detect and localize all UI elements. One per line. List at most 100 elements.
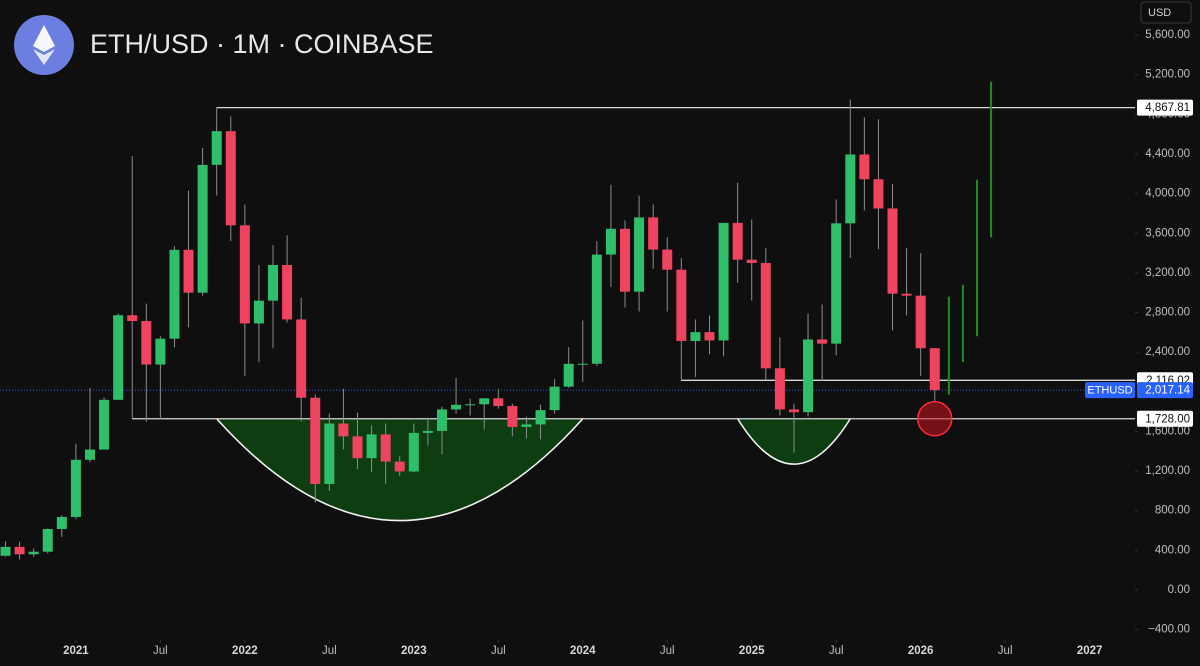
candle-body [310,397,321,484]
symbol-box [1085,382,1135,399]
chart-title: ETH/USD · 1M · COINBASE [90,29,434,59]
candle-body [99,399,110,450]
candle-body [873,179,884,209]
candle-body [436,409,447,431]
candle-body [901,293,912,296]
candle-body [648,217,659,250]
candles [0,81,993,560]
x-tick-label: 2027 [1077,645,1103,657]
x-tick-label: 2023 [401,645,427,657]
x-tick-label: Jul [491,645,506,657]
candle-body [282,264,293,320]
candle-body [324,423,335,484]
candle-body [42,529,53,552]
y-tick-label: 5,200.00 [1145,69,1190,81]
level-label: 1,728.00 [1145,413,1190,425]
candle-body [380,434,391,462]
level-label-box [1137,99,1193,116]
candle-body [253,300,264,324]
y-tick-label: 2,800.00 [1145,307,1190,319]
x-tick-label: Jul [153,645,168,657]
y-tick-label: 2,400.00 [1145,346,1190,358]
candle-body [197,164,208,293]
x-tick-label: Jul [829,645,844,657]
symbol-label: ETHUSD [1087,384,1132,396]
cup-outline [736,418,851,465]
candle-body [620,228,631,292]
candle-body [746,259,757,263]
candle-body [577,363,588,365]
candle-body [718,222,729,341]
candle-body [451,404,462,410]
y-tick-label: 0.00 [1168,584,1190,596]
x-tick-label: Jul [998,645,1013,657]
x-tick-label: 2026 [908,645,934,657]
candle-body [0,546,11,556]
candle-body [465,404,476,406]
y-tick-label: 1,200.00 [1145,465,1190,477]
candle-body [127,315,138,322]
axes: 5,600.005,200.004,800.004,400.004,000.00… [63,29,1193,657]
logo-eth [33,25,55,52]
candle-body [408,432,419,472]
candle-body [676,269,687,341]
x-tick-label: 2022 [232,645,258,657]
candle-body [422,430,433,433]
x-tick-label: Jul [660,645,675,657]
y-tick-label: 3,600.00 [1145,227,1190,239]
candle-body [817,339,828,344]
candle-body [169,249,180,339]
candle-body [591,254,602,364]
target-circle [917,400,953,437]
y-tick-label: 400.00 [1155,544,1190,556]
candle-body [788,409,799,413]
currency[interactable]: USD [1148,7,1171,19]
candle-body [704,332,715,341]
level-label-box [1137,410,1193,427]
candle-body [887,208,898,294]
currency-box[interactable] [1140,1,1192,24]
candle-body [859,154,870,180]
candle-body [84,449,95,460]
last-price-box [1137,382,1193,399]
candle-body [493,398,504,406]
candle-body [845,154,856,224]
y-tick-label: 800.00 [1155,505,1190,517]
candle-body [183,249,194,293]
candle-body [366,434,377,459]
candle-body [803,339,814,413]
candle-body [662,249,673,270]
candle-body [535,410,546,425]
candle-body [915,295,926,349]
candle-body [394,461,405,472]
level-label: 4,867.81 [1145,102,1190,114]
y-tick-label: 4,400.00 [1145,148,1190,160]
y-tick-label: 3,200.00 [1145,267,1190,279]
candle-body [211,131,222,165]
candle-body [225,131,236,226]
y-tick-label: 5,600.00 [1145,29,1190,41]
x-tick-label: 2024 [570,645,596,657]
candle-body [507,405,518,427]
logo [14,15,74,75]
candle-body [70,459,81,517]
candle-body [774,368,785,410]
candle-body [141,321,152,365]
candle-body [563,363,574,387]
cup-outline [216,418,584,522]
candle-body [732,222,743,260]
x-tick-label: 2025 [739,645,765,657]
y-tick-label: −400.00 [1148,624,1190,636]
candle-body [479,398,490,405]
candle-body [14,546,25,555]
candle-body [28,551,39,555]
candle-body [760,262,771,369]
candle-body [929,348,940,391]
candle-body [338,423,349,437]
candle-body [605,228,616,255]
candle-body [831,223,842,344]
candle-body [352,436,363,459]
candle-body [634,217,645,292]
